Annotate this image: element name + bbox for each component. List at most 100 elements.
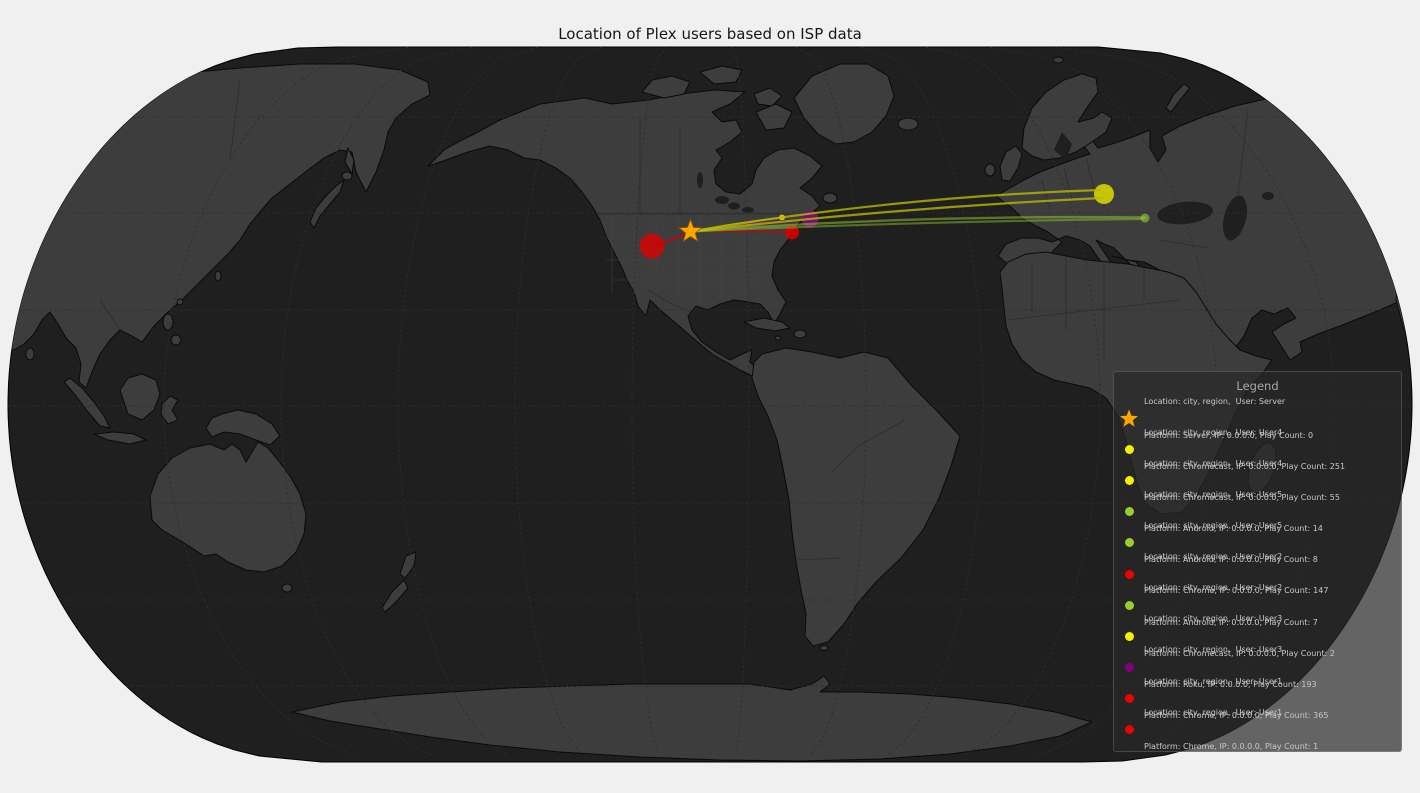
lake-erie-ontario bbox=[742, 207, 754, 213]
legend-marker bbox=[1114, 693, 1144, 703]
legend-entry: Location: city, region, User: User1 Plat… bbox=[1114, 677, 1401, 720]
island-nz-south bbox=[381, 579, 409, 613]
island-greenland bbox=[793, 63, 895, 145]
arctic-island-1 bbox=[641, 75, 691, 99]
island-falklands bbox=[819, 645, 829, 651]
continent-antarctica bbox=[291, 675, 1093, 762]
connection-line-user5-b bbox=[689, 217, 1145, 233]
country-borders bbox=[59, 79, 1249, 561]
island-new-guinea bbox=[205, 409, 281, 446]
island-borneo bbox=[119, 373, 161, 421]
legend-entry: Location: city, region, User: User3 Plat… bbox=[1114, 614, 1401, 658]
legend-entry-platform: Platform: Chromecast, IP: 0.0.0.0, Play … bbox=[1144, 648, 1335, 658]
island-hainan bbox=[176, 298, 184, 306]
legend-entry: Location: city, region, User: User4 Plat… bbox=[1114, 459, 1401, 502]
legend-entry-platform: Platform: Android, IP: 0.0.0.0, Play Cou… bbox=[1144, 617, 1318, 627]
map-marker-user4-chromecast-251 bbox=[1094, 184, 1114, 204]
meridian-line bbox=[514, 47, 603, 756]
arctic-island-3 bbox=[753, 87, 783, 107]
lake-michigan-huron bbox=[728, 202, 740, 210]
meridian-line bbox=[731, 47, 750, 756]
island-hokkaido bbox=[341, 171, 353, 181]
legend-star-icon bbox=[1120, 409, 1138, 427]
legend-entry: Location: city, region, User: Server Pla… bbox=[1114, 397, 1401, 440]
island-newfoundland bbox=[822, 192, 838, 204]
chart-title: Location of Plex users based on ISP data bbox=[558, 25, 862, 43]
legend-entry-platform: Platform: Chrome, IP: 0.0.0.0, Play Coun… bbox=[1144, 741, 1319, 751]
legend-marker bbox=[1114, 409, 1144, 429]
island-mindanao bbox=[170, 334, 182, 346]
island-sumatra bbox=[63, 377, 111, 429]
meridian-line bbox=[163, 47, 408, 756]
island-taiwan bbox=[214, 270, 222, 282]
continent-eurasia-right bbox=[995, 85, 1412, 361]
island-cuba bbox=[743, 317, 791, 332]
legend-marker bbox=[1114, 507, 1144, 517]
island-nz-north bbox=[399, 551, 417, 579]
legend-marker bbox=[1114, 538, 1144, 548]
island-java bbox=[93, 431, 147, 445]
legend-marker bbox=[1114, 569, 1144, 579]
server-star-marker bbox=[678, 218, 703, 243]
legend-entry-platform: Platform: Android, IP: 0.0.0.0, Play Cou… bbox=[1144, 524, 1323, 534]
legend-dot-icon bbox=[1124, 476, 1134, 486]
continent-north-america bbox=[427, 89, 823, 391]
island-luzon bbox=[162, 313, 174, 331]
island-tasmania bbox=[281, 583, 293, 593]
legend-dot-icon bbox=[1124, 631, 1134, 641]
legend-dot-icon bbox=[1124, 662, 1134, 672]
legend-marker bbox=[1114, 600, 1144, 610]
legend-entry-location: Location: city, region, User: User4 bbox=[1144, 458, 1283, 468]
lake-superior bbox=[715, 196, 729, 204]
continent-south-america bbox=[751, 347, 961, 647]
island-sulawesi bbox=[160, 395, 179, 425]
connection-line-user5-a bbox=[689, 215, 1147, 233]
legend-entry-location: Location: city, region, User: User1 bbox=[1144, 707, 1283, 717]
island-great-britain bbox=[999, 145, 1023, 182]
legend-dot-icon bbox=[1124, 507, 1134, 517]
connection-line-user4-b bbox=[689, 196, 1104, 233]
island-svalbard bbox=[1052, 56, 1064, 64]
legend-entry: Location: city, region, User: User2 Plat… bbox=[1114, 583, 1401, 627]
legend-entry-platform: Platform: Roku, IP: 0.0.0.0, Play Count:… bbox=[1144, 679, 1317, 689]
meridian-line bbox=[860, 47, 984, 756]
baltic-sea bbox=[1054, 132, 1072, 160]
legend-entry-location: Location: city, region, User: User1 bbox=[1144, 676, 1283, 686]
legend-title: Legend bbox=[1236, 379, 1279, 393]
meridian-line bbox=[280, 47, 473, 756]
legend-entry-location: Location: city, region, User: User2 bbox=[1144, 583, 1283, 593]
legend-entry-location: Location: city, region, User: User3 bbox=[1144, 614, 1283, 624]
legend-rows: Location: city, region, User: Server Pla… bbox=[1114, 397, 1401, 751]
continent-australia bbox=[149, 441, 307, 573]
graticule bbox=[8, 47, 1412, 756]
legend-dot-icon bbox=[1124, 445, 1134, 455]
legend-entry-platform: Platform: Chromecast, IP: 0.0.0.0, Play … bbox=[1144, 493, 1340, 503]
legend-entry-platform: Platform: Chrome, IP: 0.0.0.0, Play Coun… bbox=[1144, 586, 1329, 596]
aral-sea bbox=[1262, 192, 1274, 200]
black-sea bbox=[1157, 201, 1213, 225]
legend-dot-icon bbox=[1124, 569, 1134, 579]
island-iceland bbox=[897, 117, 919, 131]
legend-entry: Location: city, region, User: User5 Plat… bbox=[1114, 490, 1401, 533]
legend-entry: Location: city, region, User: User2 Plat… bbox=[1114, 552, 1401, 595]
legend-marker bbox=[1114, 476, 1144, 486]
island-japan bbox=[309, 179, 345, 229]
island-jamaica bbox=[774, 335, 782, 341]
meridian-line bbox=[796, 47, 867, 756]
legend-marker bbox=[1114, 631, 1144, 641]
connection-line-user4-a bbox=[689, 188, 1102, 233]
legend-entry-location: Location: city, region, User: User5 bbox=[1144, 490, 1283, 500]
legend-dot-icon bbox=[1124, 538, 1134, 548]
landmasses bbox=[8, 56, 1412, 762]
caspian-sea bbox=[1222, 195, 1248, 241]
inland-water bbox=[697, 132, 1274, 241]
legend: Legend Location: city, region, User: Ser… bbox=[1113, 371, 1402, 752]
legend-dot-icon bbox=[1124, 693, 1134, 703]
data-overlay bbox=[639, 184, 1150, 259]
island-hispaniola bbox=[793, 329, 807, 339]
continent-asia-left bbox=[8, 63, 431, 389]
island-sakhalin bbox=[344, 147, 355, 175]
legend-entry: Location: city, region, User: User3 Plat… bbox=[1114, 645, 1401, 689]
legend-marker bbox=[1114, 445, 1144, 455]
